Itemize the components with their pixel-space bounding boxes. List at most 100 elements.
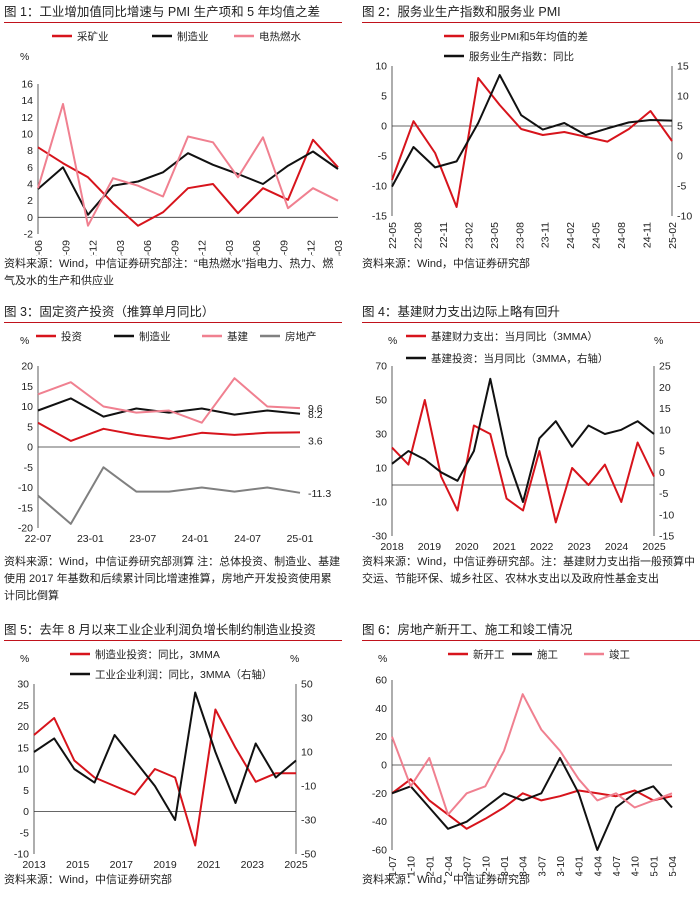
series-line-3 <box>37 466 301 525</box>
y-tick-label-left: 5 <box>27 421 33 433</box>
y-tick-label-left: 10 <box>21 401 33 413</box>
panel-6-title: 图 6：房地产新开工、施工和竣工情况 <box>362 622 700 641</box>
x-tick-label: 2019 <box>153 859 177 871</box>
y-tick-label-left: 25 <box>17 700 29 712</box>
legend-label-1: 基建投资：当月同比（3MMA，右轴） <box>431 352 608 365</box>
x-tick-label: 22-09 <box>60 240 72 256</box>
legend-label-0: 采矿业 <box>77 30 109 43</box>
panel-3-title: 图 3：固定资产投资（推算单月同比） <box>4 304 342 323</box>
x-tick-label: 24-01 <box>182 533 209 545</box>
series-line-2 <box>391 693 673 816</box>
chart-2: 10 5 0 -5 -10 -15 15 10 5 0 -5 -10 22-05 22-08 22-11 23… <box>372 30 693 249</box>
y-unit-label-left: % <box>20 653 29 665</box>
legend-label-3: 房地产 <box>285 330 317 343</box>
x-tick-label: 23-12 <box>197 240 209 256</box>
y-tick-label-left: -15 <box>18 502 33 514</box>
panel-1-source: 资料来源：Wind，中信证券研究部注：“电热燃水”指电力、热力、燃气及水的生产和… <box>4 258 334 287</box>
y-tick-label-left: 10 <box>17 764 29 776</box>
x-tick-label: 23-06 <box>142 240 154 256</box>
y-tick-label-right: 25 <box>659 361 671 373</box>
y-tick-label-left: -10 <box>372 497 387 509</box>
x-tick-label: 24-12 <box>306 240 318 256</box>
y-tick-label-left: 14 <box>21 95 33 107</box>
x-tick-label: 2019 <box>418 541 442 553</box>
y-tick-label-right: 10 <box>677 91 689 103</box>
y-tick-label-left: -2 <box>24 229 33 241</box>
end-value-label-1: 8.2 <box>308 409 323 421</box>
y-tick-label-left: -10 <box>372 181 387 193</box>
y-unit-label-left: % <box>20 51 29 63</box>
y-unit-label-right: % <box>290 653 299 665</box>
y-tick-label-left: -5 <box>378 151 387 163</box>
x-tick-label: 22-12 <box>88 240 100 256</box>
y-tick-label-right: -10 <box>659 509 674 521</box>
y-tick-label-right: 10 <box>659 424 671 436</box>
y-tick-label-left: -20 <box>18 523 33 535</box>
chart-1: 16 14 12 10 8 6 4 2 0 -222-06 22-09 22-12 23-03 23-06… <box>20 30 342 256</box>
panel-6-source: 资料来源：Wind，中信证券研究部 <box>362 874 531 886</box>
x-tick-label: 2020 <box>455 541 479 553</box>
panel-2-source: 资料来源：Wind，中信证券研究部 <box>362 258 531 270</box>
y-tick-label-left: -5 <box>20 827 29 839</box>
panel-3-source: 资料来源：Wind，中信证券研究部测算 注：总体投资、制造业、基建使用 2017… <box>4 556 341 602</box>
x-tick-label: 2025 <box>642 541 666 553</box>
x-tick-label: 23-04 <box>518 856 530 876</box>
legend-label-0: 新开工 <box>473 648 505 661</box>
x-tick-label: 2023 <box>567 541 591 553</box>
series-line-1 <box>33 691 297 821</box>
x-tick-label: 23-02 <box>463 222 475 249</box>
y-tick-label-left: 2 <box>27 195 33 207</box>
y-tick-label-right: -5 <box>677 181 686 193</box>
legend-label-0: 制造业投资：同比，3MMA <box>95 648 220 661</box>
series-line-2 <box>37 103 339 227</box>
x-tick-label: 25-04 <box>667 856 679 876</box>
y-tick-label-left: 10 <box>375 463 387 475</box>
x-tick-label: 22-07 <box>25 533 52 545</box>
panel-1-title: 图 1：工业增加值同比增速与 PMI 生产项和 5 年均值之差 <box>4 4 342 23</box>
y-tick-label-right: 10 <box>301 747 313 759</box>
x-tick-label: 2021 <box>197 859 221 871</box>
y-tick-label-right: 0 <box>659 467 665 479</box>
y-tick-label-left: 50 <box>375 395 387 407</box>
series-line-0 <box>37 138 339 227</box>
y-tick-label-left: 0 <box>27 442 33 454</box>
chart-3: 20 15 10 5 0 -5 -10 -15 -2022-07 23-01 23-07 24-01 2… <box>18 330 332 545</box>
x-tick-label: 25-01 <box>648 856 660 876</box>
y-tick-label-left: -30 <box>372 531 387 543</box>
panel-4-title: 图 4：基建财力支出边际上略有回升 <box>362 304 700 323</box>
y-tick-label-right: 20 <box>659 382 671 394</box>
y-unit-label-left: % <box>20 335 29 347</box>
y-tick-label-left: 60 <box>375 675 387 687</box>
x-tick-label: 23-10 <box>555 856 567 876</box>
y-tick-label-left: 16 <box>21 79 33 91</box>
x-tick-label: 23-07 <box>536 856 548 876</box>
legend-label-0: 服务业PMI和5年均值的差 <box>469 30 588 43</box>
x-tick-label: 21-10 <box>406 856 418 876</box>
x-tick-label: 24-07 <box>234 533 261 545</box>
panel-4-source: 资料来源：Wind，中信证券研究部。注：基建财力支出指一般预算中交运、节能环保、… <box>362 556 696 585</box>
y-tick-label-right: 15 <box>659 403 671 415</box>
panel-5-title: 图 5：去年 8 月以来工业企业利润负增长制约制造业投资 <box>4 622 342 641</box>
x-tick-label: 2017 <box>110 859 134 871</box>
x-tick-label: 25-01 <box>287 533 314 545</box>
y-tick-label-right: -10 <box>301 781 316 793</box>
y-tick-label-right: -10 <box>677 211 692 223</box>
series-line-1 <box>391 377 655 503</box>
y-tick-label-right: 5 <box>677 121 683 133</box>
y-tick-label-left: 5 <box>381 91 387 103</box>
legend-label-0: 基建财力支出：当月同比（3MMA） <box>431 330 598 343</box>
y-tick-label-left: -15 <box>372 211 387 223</box>
x-tick-label: 22-04 <box>443 856 455 876</box>
x-tick-label: 24-02 <box>565 222 577 249</box>
x-tick-label: 2013 <box>22 859 46 871</box>
x-tick-label: 2023 <box>241 859 265 871</box>
x-tick-label: 23-08 <box>514 222 526 249</box>
y-tick-label-left: 20 <box>21 361 33 373</box>
y-tick-label-right: 30 <box>301 713 313 725</box>
series-line-1 <box>391 74 673 188</box>
x-tick-label: 2024 <box>605 541 629 553</box>
y-tick-label-right: -50 <box>301 849 316 861</box>
